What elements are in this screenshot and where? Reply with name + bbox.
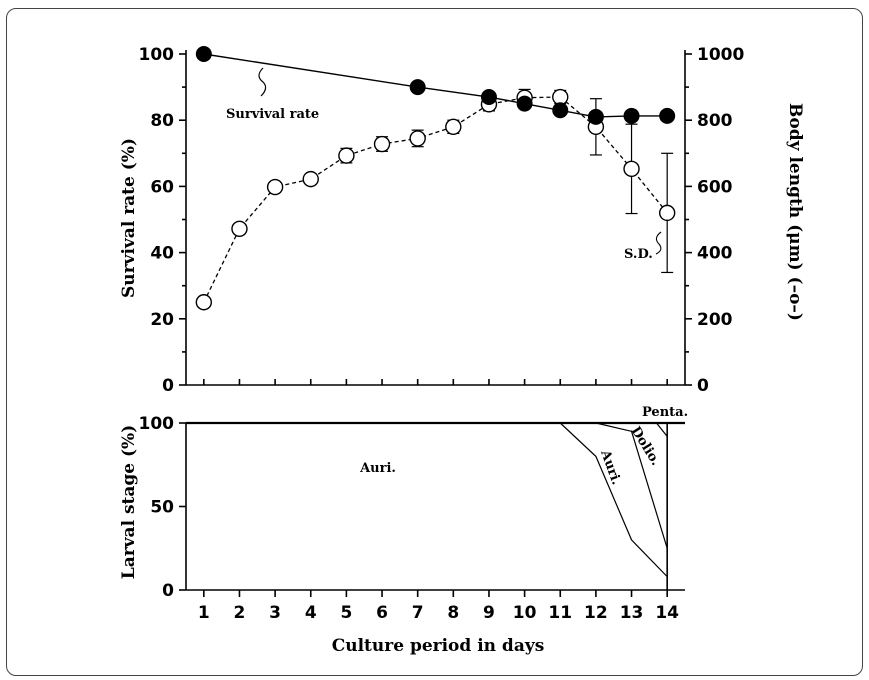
bottom-tick-label: 0 [162,581,174,601]
right-tick-label: 400 [697,244,733,264]
survival-point [659,107,676,124]
body-length-point [302,170,319,188]
right-tick-label: 200 [697,310,733,330]
right-tick-label: 1000 [697,45,744,65]
bottom-tick-label: 100 [139,414,175,434]
survival-point [195,46,212,62]
right-tick-label: 0 [697,376,709,396]
x-tick-label: 13 [620,603,644,623]
top-left-axis-title: Survival rate (%) [119,138,139,298]
body-length-point [373,135,391,153]
x-tick-label: 11 [548,603,572,623]
x-tick-label: 10 [513,603,537,623]
body-length-point [409,130,426,147]
x-tick-label: 7 [412,603,424,623]
stage-boundary [595,422,668,549]
body-length-point [266,178,284,196]
stage-label-dolio: Dolio. [628,424,663,468]
survival-point [587,108,604,125]
left-tick-label: 60 [150,177,174,197]
survival-point [552,102,569,119]
x-tick-label: 4 [305,603,317,623]
survival-point [516,95,533,112]
x-tick-label: 9 [483,603,495,623]
x-tick-label: 12 [584,603,608,623]
stage-label-penta: Penta. [642,405,688,420]
left-tick-label: 80 [150,111,174,131]
body-length-point [445,118,462,136]
left-tick-label: 0 [162,376,174,396]
left-tick-label: 40 [150,244,174,264]
body-length-point [231,220,248,237]
survival-point [480,89,497,106]
sd-annotation: S.D. [624,247,653,262]
sd-pointer [655,231,662,255]
survival-pointer [258,67,267,97]
x-tick-label: 5 [340,603,352,623]
body-length-point [338,147,355,164]
top-right-axis-title: Body length (μm) (–o–) [785,103,805,321]
left-tick-label: 20 [150,310,174,330]
survival-rate-annotation: Survival rate [226,107,319,122]
x-axis-title: Culture period in days [332,636,545,656]
stage-label-auri: Auri. [359,461,396,476]
body-length-point [195,294,213,311]
stage-boundary [656,422,668,437]
survival-point [409,79,426,96]
survival-point [623,107,640,124]
x-tick-label: 1 [198,603,210,623]
figure-frame [6,8,863,676]
stage-boundary [559,422,668,578]
x-tick-label: 3 [269,603,281,623]
left-tick-label: 100 [139,45,175,65]
x-tick-label: 6 [376,603,388,623]
body-length-point [623,160,640,178]
bottom-axis-title: Larval stage (%) [119,425,139,580]
x-tick-label: 2 [234,603,246,623]
x-tick-label: 14 [655,603,679,623]
bottom-tick-label: 50 [150,498,174,518]
body-length-point [658,204,676,222]
right-tick-label: 800 [697,111,733,131]
right-tick-label: 600 [697,177,733,197]
x-tick-label: 8 [447,603,459,623]
